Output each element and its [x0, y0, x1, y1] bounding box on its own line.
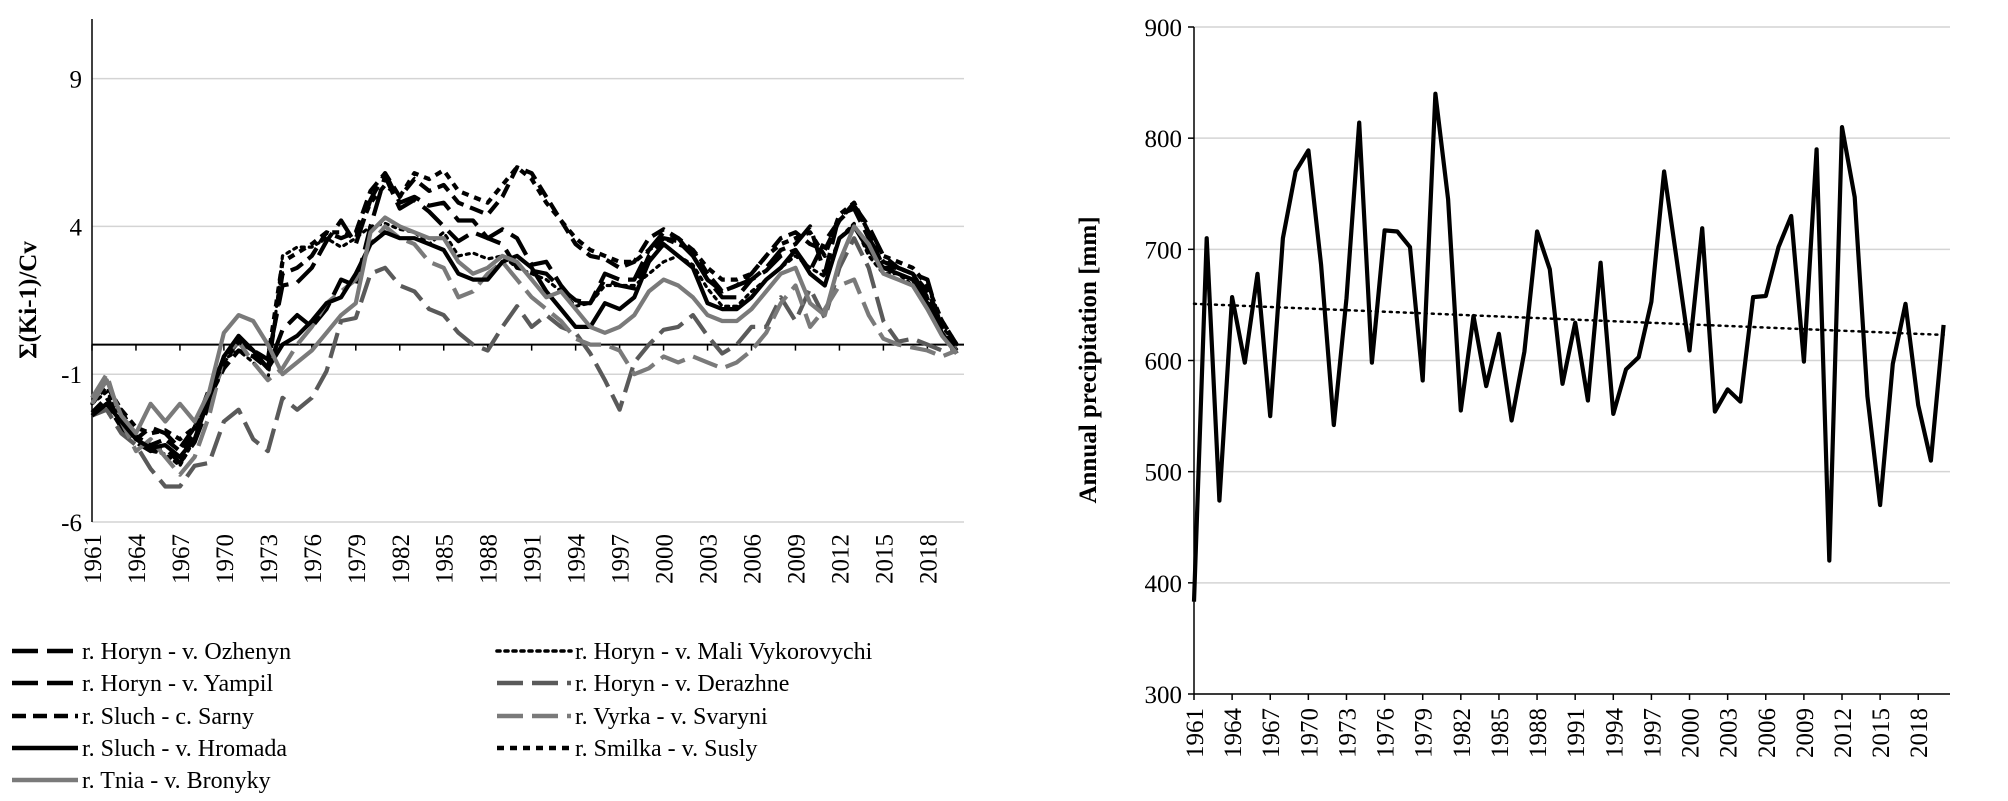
legend: r. Horyn - v. Ozhenyn r. Horyn - v. Yampi…: [12, 639, 873, 794]
x-tick-label: 1982: [1449, 708, 1476, 758]
x-tick-label: 1961: [80, 534, 107, 584]
legend-label: r. Horyn - v. Derazhne: [575, 671, 789, 697]
x-tick-label: 2009: [1792, 708, 1819, 758]
x-tick-label: 1967: [168, 534, 195, 584]
y-axis-title: Σ(Ki-1)/Cv: [15, 241, 42, 359]
x-tick-label: 1967: [1258, 708, 1285, 758]
legend-label: r. Horyn - v. Mali Vykorovychi: [575, 639, 873, 665]
y-tick-label: 9: [70, 67, 83, 94]
x-tick-label: 2015: [1868, 708, 1895, 758]
series-line-5: [90, 165, 959, 454]
x-tick-label: 1964: [1220, 708, 1247, 759]
x-tick-label: 1991: [520, 534, 547, 584]
y-tick-label: -6: [61, 510, 82, 537]
legend-label: r. Horyn - v. Yampil: [82, 671, 273, 697]
legend-label: r. Tnia - v. Bronyky: [82, 768, 271, 794]
x-tick-label: 1976: [300, 534, 327, 584]
x-tick-label: 2018: [915, 534, 942, 584]
series-line-6: [90, 224, 958, 477]
x-tick-label: 1970: [1296, 708, 1323, 758]
legend-label: r. Vyrka - v. Svaryni: [575, 704, 768, 730]
x-tick-label: 1979: [344, 534, 371, 584]
y-tick-label: 400: [1145, 571, 1183, 598]
x-tick-label: 1973: [1334, 708, 1361, 758]
x-tick-label: 1985: [432, 534, 459, 584]
precipitation-line: [1191, 91, 1946, 602]
legend-label: r. Smilka - v. Susly: [575, 736, 757, 762]
y-tick-label: 500: [1145, 460, 1183, 487]
x-tick-label: 2000: [652, 534, 679, 584]
x-tick-label: 1964: [124, 534, 151, 585]
x-tick-label: 1994: [1601, 708, 1628, 759]
x-tick-label: 2012: [827, 534, 854, 584]
x-tick-label: 2003: [696, 534, 723, 584]
x-tick-label: 1985: [1487, 708, 1514, 758]
legend-label: r. Sluch - v. Hromada: [82, 736, 287, 762]
series-line-1: [106, 174, 959, 451]
x-tick-label: 1961: [1182, 708, 1209, 758]
trend-line: [1192, 302, 1945, 337]
x-tick-label: 1976: [1373, 708, 1400, 758]
x-tick-label: 1994: [564, 534, 591, 585]
x-tick-label: 1988: [1525, 708, 1552, 758]
x-tick-label: 1979: [1411, 708, 1438, 758]
y-axis-title: Annual precipitation [mm]: [1075, 216, 1102, 503]
y-tick-label: 600: [1145, 349, 1183, 376]
y-tick-label: 700: [1145, 237, 1183, 264]
x-tick-label: 2018: [1906, 708, 1933, 758]
x-tick-label: 2006: [739, 534, 766, 584]
series-line-9: [90, 215, 959, 436]
series-line-8: [90, 165, 959, 442]
x-tick-label: 2003: [1716, 708, 1743, 758]
y-tick-label: 900: [1145, 15, 1183, 42]
x-tick-label: 1970: [212, 534, 239, 584]
y-tick-label: 4: [70, 214, 83, 241]
legend-label: r. Sluch - c. Sarny: [82, 704, 254, 730]
x-tick-label: 2006: [1754, 708, 1781, 758]
x-tick-label: 2009: [783, 534, 810, 584]
x-tick-label: 1988: [476, 534, 503, 584]
series-line-7: [90, 224, 959, 460]
x-tick-label: 2015: [871, 534, 898, 584]
series-line-4: [91, 236, 958, 489]
x-tick-label: 1973: [256, 534, 283, 584]
x-tick-label: 2012: [1830, 708, 1857, 758]
x-tick-label: 1997: [1639, 708, 1666, 758]
x-tick-label: 1997: [608, 534, 635, 584]
x-tick-label: 1991: [1563, 708, 1590, 758]
legend-label: r. Horyn - v. Ozhenyn: [82, 639, 291, 665]
y-tick-label: 300: [1145, 682, 1183, 709]
y-tick-label: 800: [1145, 126, 1183, 153]
chart-annual-precipitation: 300 400 500 600 700 800 900 1961 1964 1967 1970 197…: [1075, 15, 1950, 758]
x-tick-label: 1982: [388, 534, 415, 584]
x-tick-label: 2000: [1678, 708, 1705, 758]
y-tick-label: -1: [61, 362, 82, 389]
